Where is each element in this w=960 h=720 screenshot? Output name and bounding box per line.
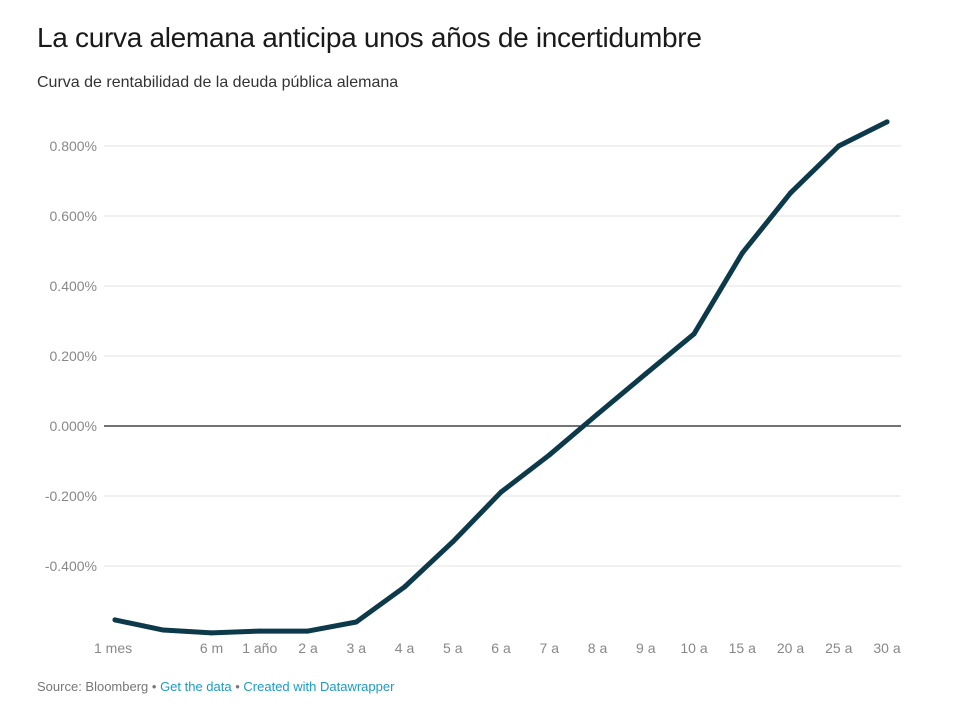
data-point — [546, 452, 552, 458]
y-tick-label: -0.400% — [45, 558, 97, 574]
data-point — [353, 619, 359, 625]
data-point — [305, 628, 311, 634]
data-point — [209, 630, 214, 636]
y-tick-label: 0.400% — [50, 278, 97, 294]
x-tick-label: 8 a — [588, 640, 608, 656]
data-point — [643, 371, 649, 377]
get-data-link[interactable]: Get the data — [160, 679, 232, 694]
y-tick-label: 0.800% — [50, 138, 97, 154]
data-point — [836, 143, 842, 149]
chart-subtitle: Curva de rentabilidad de la deuda públic… — [37, 74, 399, 91]
data-point — [691, 331, 697, 337]
separator: • — [148, 679, 161, 694]
x-tick-label: 25 a — [825, 640, 852, 656]
yield-curve-line — [112, 119, 890, 636]
x-tick-label: 7 a — [540, 640, 560, 656]
data-point — [402, 584, 407, 590]
y-tick-label: 0.000% — [50, 418, 97, 434]
x-tick-label: 20 a — [777, 640, 804, 656]
x-tick-label: 30 a — [873, 640, 900, 656]
x-tick-label: 1 mes — [94, 640, 132, 656]
x-tick-label: 1 año — [242, 640, 277, 656]
separator: • — [231, 679, 244, 694]
footer: Source: Bloomberg • Get the data • Creat… — [37, 679, 394, 694]
x-tick-label: 4 a — [395, 640, 415, 656]
data-point — [160, 627, 166, 633]
data-point — [788, 190, 793, 196]
x-tick-label: 6 m — [200, 640, 223, 656]
chart-title: La curva alemana anticipa unos años de i… — [37, 22, 702, 53]
data-point — [595, 411, 600, 417]
x-tick-label: 9 a — [636, 640, 656, 656]
data-point — [450, 539, 456, 545]
x-tick-label: 10 a — [680, 640, 707, 656]
x-tick-label: 5 a — [443, 640, 463, 656]
data-point — [739, 250, 745, 256]
source-text: Source: Bloomberg — [37, 679, 149, 694]
data-point — [498, 489, 504, 495]
x-tick-label: 15 a — [729, 640, 756, 656]
x-tick-label: 3 a — [347, 640, 367, 656]
y-tick-label: 0.200% — [50, 348, 97, 364]
data-point — [112, 617, 118, 623]
y-tick-label: -0.200% — [45, 488, 97, 504]
x-tick-label: 2 a — [298, 640, 318, 656]
data-point — [884, 119, 890, 125]
y-tick-label: 0.600% — [50, 208, 97, 224]
data-point — [257, 628, 263, 634]
x-tick-label: 6 a — [491, 640, 511, 656]
datawrapper-link[interactable]: Created with Datawrapper — [243, 679, 395, 694]
